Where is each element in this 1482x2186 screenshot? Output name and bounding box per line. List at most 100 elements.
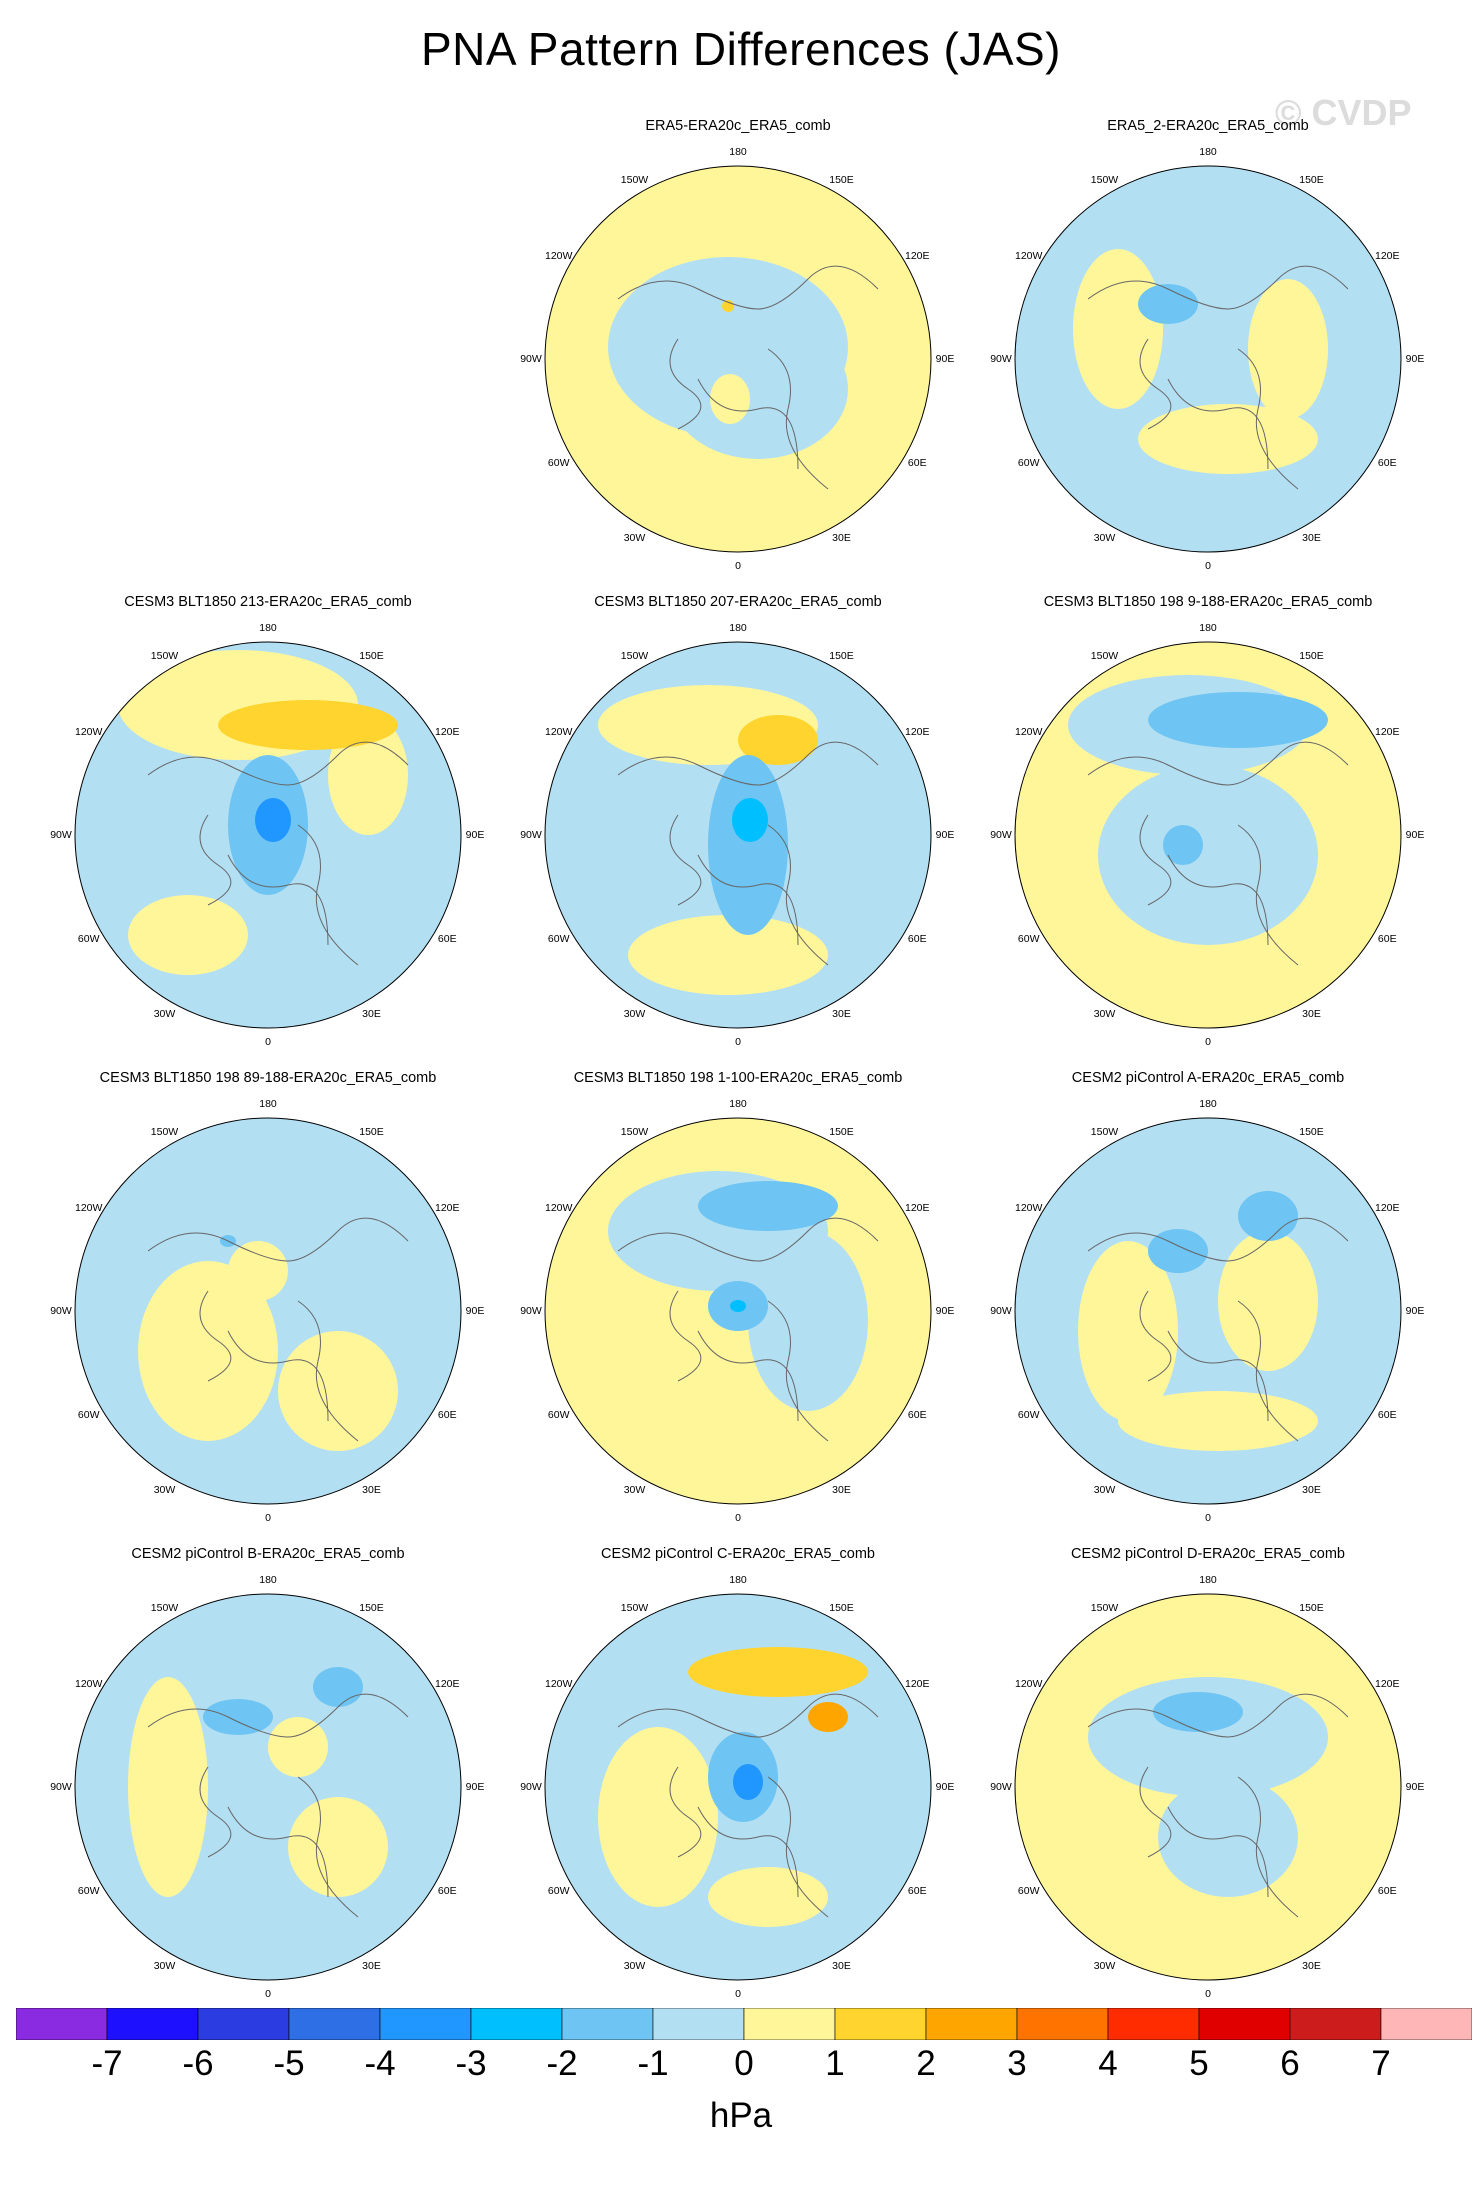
longitude-label: 0 bbox=[265, 1036, 271, 1048]
longitude-label: 60W bbox=[547, 1884, 570, 1897]
longitude-label: 0 bbox=[735, 1512, 741, 1524]
coastline bbox=[1087, 1217, 1349, 1442]
colorbar-swatch bbox=[1198, 2008, 1291, 2040]
longitude-label: 120W bbox=[1015, 725, 1043, 738]
longitude-label: 150E bbox=[359, 1125, 384, 1138]
longitude-label: 180 bbox=[259, 622, 277, 634]
longitude-label: 30E bbox=[832, 532, 851, 545]
contour-region bbox=[1098, 765, 1318, 945]
longitude-label: 0 bbox=[1205, 1988, 1211, 2000]
polar-map bbox=[1014, 1593, 1402, 1981]
contour-region bbox=[1078, 1241, 1178, 1421]
longitude-label: 150E bbox=[829, 1601, 854, 1614]
longitude-label: 150W bbox=[1090, 1601, 1119, 1614]
panel-title: ERA5_2-ERA20c_ERA5_comb bbox=[1107, 118, 1309, 134]
longitude-label: 30E bbox=[1302, 532, 1321, 545]
longitude-label: 120E bbox=[905, 1201, 930, 1214]
colorbar-tick-label: 1 bbox=[825, 2044, 845, 2083]
map-border bbox=[544, 165, 932, 553]
longitude-label: 120W bbox=[75, 1201, 103, 1214]
longitude-label: 30E bbox=[832, 1960, 851, 1973]
colorbar-tick-label: 0 bbox=[734, 2044, 754, 2083]
longitude-label: 90E bbox=[935, 353, 955, 365]
map-panel: CESM3 BLT1850 198 89-188-ERA20c_ERA5_com… bbox=[50, 1070, 484, 1530]
longitude-label: 30E bbox=[1302, 1008, 1321, 1021]
contour-region bbox=[218, 700, 398, 750]
longitude-label: 120E bbox=[435, 1677, 460, 1690]
map-border bbox=[74, 1593, 462, 1981]
longitude-label: 90W bbox=[520, 353, 542, 365]
longitude-label: 60W bbox=[77, 1408, 100, 1421]
longitude-label: 0 bbox=[735, 1988, 741, 2000]
colorbar-tick-label: 3 bbox=[1007, 2044, 1027, 2083]
longitude-label: 60W bbox=[1017, 1884, 1040, 1897]
longitude-label: 150E bbox=[1299, 173, 1324, 186]
longitude-label: 90W bbox=[50, 829, 72, 841]
colorbar bbox=[16, 2008, 1472, 2040]
colorbar-swatch bbox=[1380, 2008, 1472, 2040]
map-border bbox=[544, 1593, 932, 1981]
contour-region bbox=[1073, 249, 1163, 409]
contour-region bbox=[1163, 825, 1203, 865]
longitude-label: 30E bbox=[362, 1484, 381, 1497]
longitude-label: 90W bbox=[990, 1781, 1012, 1793]
longitude-label: 150W bbox=[620, 649, 649, 662]
longitude-label: 150W bbox=[1090, 649, 1119, 662]
colorbar-tick-label: -4 bbox=[364, 2044, 396, 2083]
longitude-label: 0 bbox=[1205, 1512, 1211, 1524]
coastline bbox=[617, 265, 879, 490]
longitude-label: 60E bbox=[1377, 456, 1397, 469]
longitude-label: 30E bbox=[362, 1960, 381, 1973]
longitude-label: 0 bbox=[1205, 1036, 1211, 1048]
longitude-label: 90W bbox=[520, 1781, 542, 1793]
coastline bbox=[1087, 1693, 1349, 1918]
map-background bbox=[1015, 166, 1401, 552]
longitude-label: 60W bbox=[1017, 456, 1040, 469]
longitude-label: 60E bbox=[437, 1884, 457, 1897]
map-border bbox=[1014, 1117, 1402, 1505]
watermark: © CVDP bbox=[1275, 92, 1412, 133]
colorbar-swatch bbox=[1289, 2008, 1382, 2040]
figure-title: PNA Pattern Differences (JAS) bbox=[420, 23, 1061, 75]
polar-map bbox=[544, 165, 932, 553]
longitude-label: 90E bbox=[935, 1305, 955, 1317]
colorbar-swatch bbox=[16, 2008, 108, 2040]
longitude-label: 150E bbox=[359, 649, 384, 662]
longitude-label: 180 bbox=[729, 622, 747, 634]
longitude-label: 150E bbox=[359, 1601, 384, 1614]
longitude-label: 30E bbox=[832, 1484, 851, 1497]
panel-title: CESM2 piControl D-ERA20c_ERA5_comb bbox=[1071, 1546, 1345, 1562]
colorbar-swatch bbox=[561, 2008, 654, 2040]
map-panel: CESM3 BLT1850 207-ERA20c_ERA5_comb 180 150… bbox=[520, 594, 954, 1054]
coastline bbox=[1087, 265, 1349, 490]
panel-title: CESM3 BLT1850 207-ERA20c_ERA5_comb bbox=[594, 594, 882, 610]
colorbar-tick-label: 4 bbox=[1098, 2044, 1118, 2083]
colorbar-swatch bbox=[925, 2008, 1018, 2040]
contour-region bbox=[598, 1727, 718, 1907]
longitude-label: 150W bbox=[150, 649, 179, 662]
longitude-label: 120W bbox=[1015, 249, 1043, 262]
map-panel: CESM2 piControl A-ERA20c_ERA5_comb 180 150… bbox=[990, 1070, 1424, 1530]
colorbar-swatch bbox=[379, 2008, 472, 2040]
longitude-label: 150E bbox=[1299, 1125, 1324, 1138]
panel-title: CESM3 BLT1850 213-ERA20c_ERA5_comb bbox=[124, 594, 412, 610]
colorbar-tick-label: 6 bbox=[1280, 2044, 1300, 2083]
longitude-label: 120W bbox=[75, 725, 103, 738]
colorbar-swatch bbox=[197, 2008, 290, 2040]
contour-region bbox=[313, 1667, 363, 1707]
longitude-label: 0 bbox=[265, 1988, 271, 2000]
longitude-label: 60E bbox=[907, 932, 927, 945]
longitude-label: 60W bbox=[77, 1884, 100, 1897]
longitude-label: 30W bbox=[1093, 532, 1116, 545]
longitude-label: 0 bbox=[735, 560, 741, 572]
contour-region bbox=[203, 1699, 273, 1735]
longitude-label: 180 bbox=[729, 146, 747, 158]
longitude-label: 30E bbox=[362, 1008, 381, 1021]
colorbar-swatch bbox=[834, 2008, 927, 2040]
longitude-label: 60E bbox=[907, 1408, 927, 1421]
contour-region bbox=[1138, 284, 1198, 324]
longitude-label: 90E bbox=[1405, 829, 1425, 841]
contour-region bbox=[128, 895, 248, 975]
longitude-label: 120E bbox=[1375, 249, 1400, 262]
colorbar-tick-label: -3 bbox=[455, 2044, 487, 2083]
